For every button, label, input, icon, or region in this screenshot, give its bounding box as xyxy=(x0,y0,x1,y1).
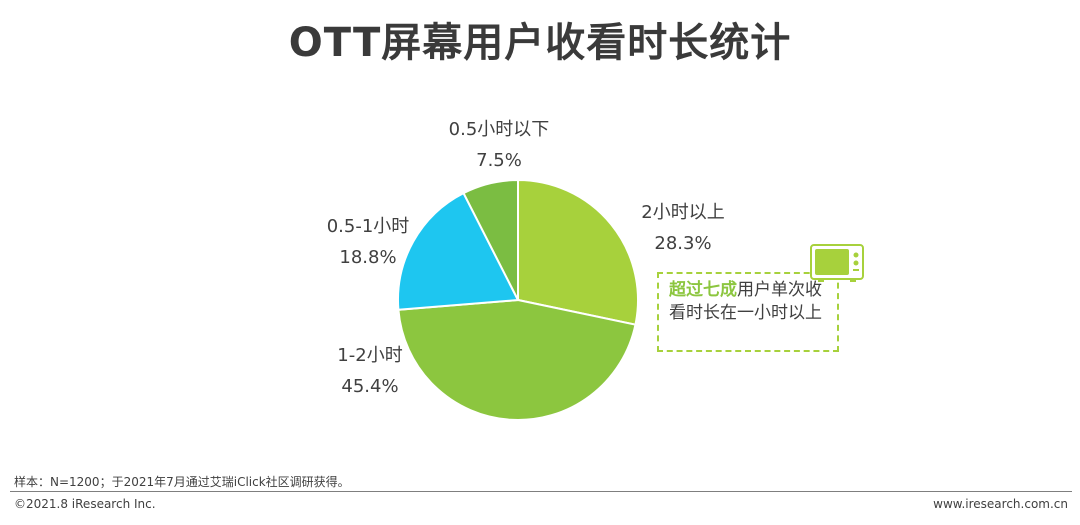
copyright: ©2021.8 iResearch Inc. xyxy=(14,497,156,511)
label-2h-plus-value: 28.3% xyxy=(654,233,712,254)
callout-highlight: 超过七成 xyxy=(669,280,737,300)
label-1-2h-name: 1-2小时 xyxy=(337,345,403,366)
pie-slice-0 xyxy=(517,178,639,326)
pie-slice-2 xyxy=(397,191,520,311)
website-link[interactable]: www.iresearch.com.cn xyxy=(933,497,1068,511)
footer-divider xyxy=(10,491,1072,492)
chart-title: OTT屏幕用户收看时长统计 xyxy=(288,20,792,66)
label-2h-plus-name: 2小时以上 xyxy=(641,202,725,223)
pie-slice-1 xyxy=(397,298,637,421)
label-1-2h-value: 45.4% xyxy=(341,376,399,397)
label-0.5-1h-name: 0.5-1小时 xyxy=(326,216,410,237)
tv-icon xyxy=(810,244,864,282)
callout-text: 用户单次收看时长在一小时以上 xyxy=(669,280,822,323)
sample-note: 样本：N=1200；于2021年7月通过艾瑞iClick社区调研获得。 xyxy=(14,475,350,489)
pie-slice-3 xyxy=(462,178,519,301)
label-under-0.5h-value: 7.5% xyxy=(476,150,522,171)
label-0.5-1h-value: 18.8% xyxy=(339,247,397,268)
label-under-0.5h-name: 0.5小时以下 xyxy=(448,119,550,140)
callout-box: 超过七成用户单次收看时长在一小时以上 xyxy=(657,272,839,352)
